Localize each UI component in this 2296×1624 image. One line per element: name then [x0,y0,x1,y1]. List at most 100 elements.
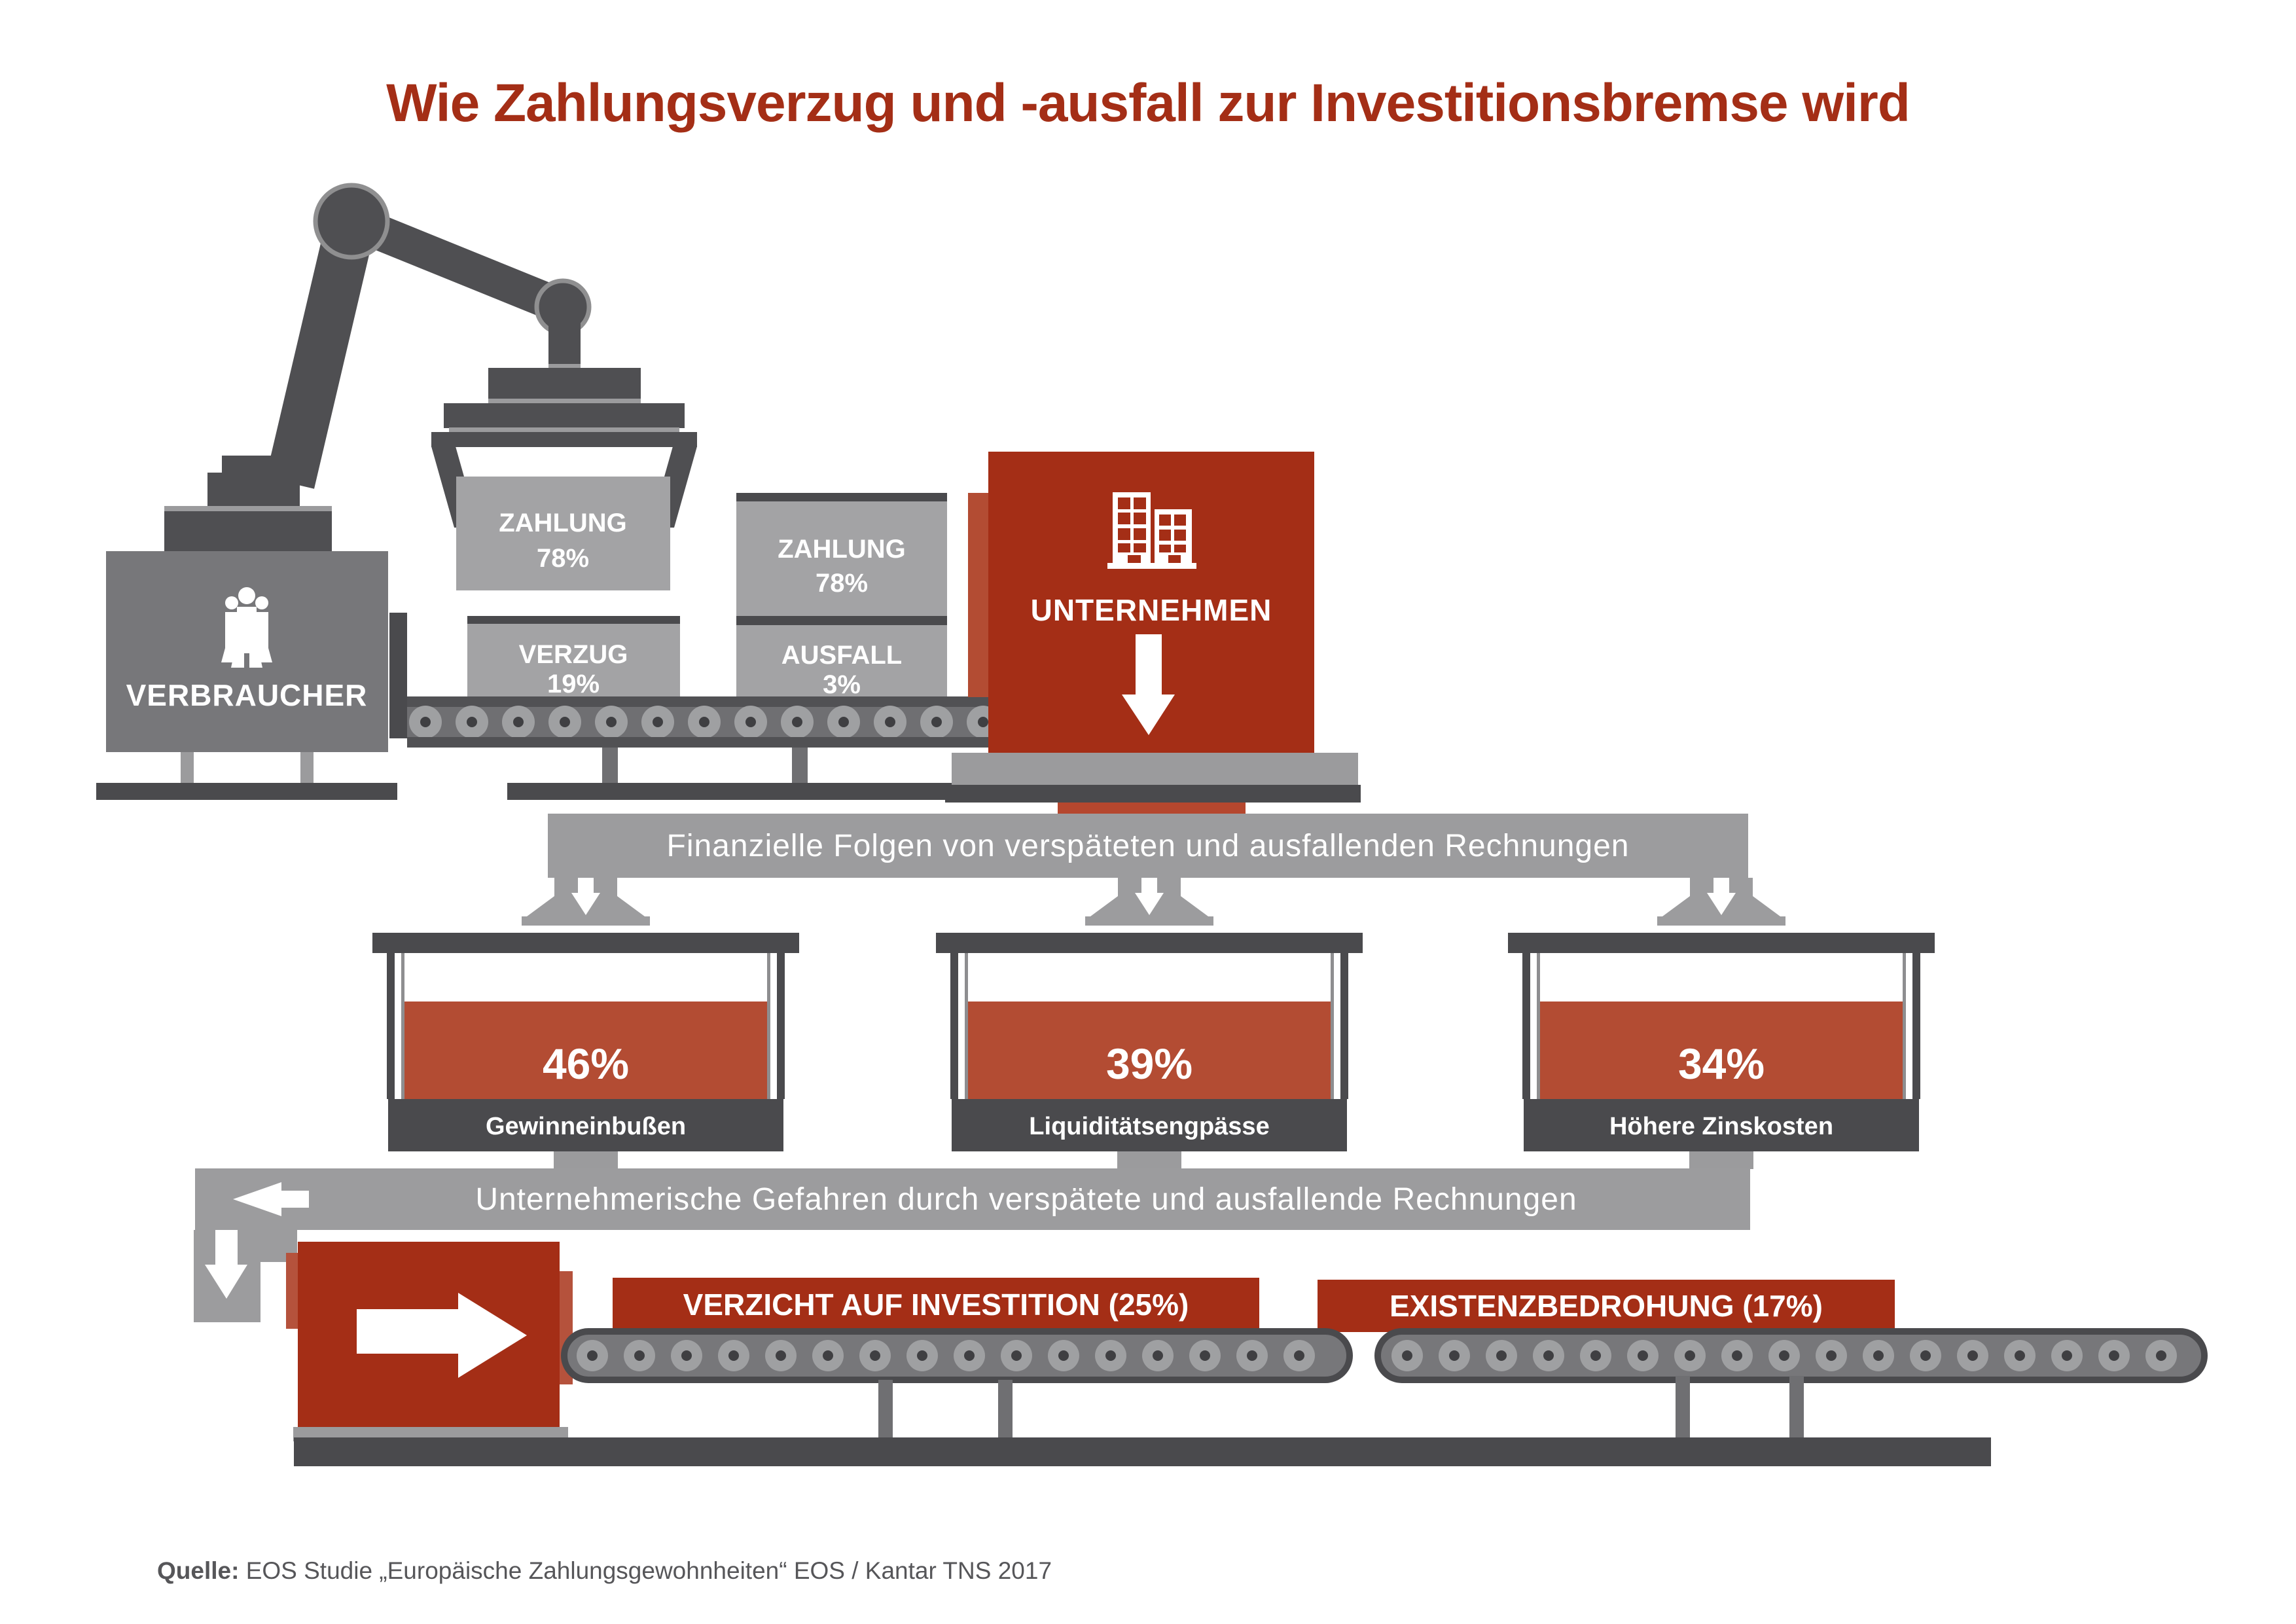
conveyor-top-rollers [409,706,999,738]
outcome-investition: VERZICHT AUF INVESTITION (25%) [613,1278,1259,1332]
box-ausfall-label: AUSFALL [781,641,902,670]
crane-box-value: 78% [537,544,589,573]
page-title: Wie Zahlungsverzug und -ausfall zur Inve… [386,73,1910,133]
conveyor-roller-icon [548,706,581,738]
vat-liquid [404,1001,767,1099]
conveyor-roller-icon [671,1340,702,1371]
left-arrow-icon [233,1182,309,1216]
down-arrow-icon [571,878,600,915]
conveyor-top [389,613,999,800]
conveyor-roller-icon [1142,1340,1174,1371]
conveyor-roller-icon [624,1340,655,1371]
conveyor-roller-icon [1768,1340,1800,1371]
consumer-machine: VERBRAUCHER [96,551,397,800]
conveyor-roller-icon [827,706,860,738]
crane-box-zahlung: ZAHLUNG 78% [456,477,670,590]
funnel-connector [522,878,650,926]
conveyor-roller-icon [595,706,628,738]
output-machine [286,1242,573,1441]
conveyor-roller-icon [1721,1340,1753,1371]
source-text: EOS Studie „Europäische Zahlungsgewohnhe… [239,1557,1052,1584]
banner-risks-label: Unternehmerische Gefahren durch verspäte… [475,1182,1577,1217]
conveyor-roller-icon [2051,1340,2083,1371]
box-verzug: VERZUG 19% [467,616,680,698]
banner-financial: Finanzielle Folgen von verspäteten und a… [548,814,1748,878]
banner-financial-label: Finanzielle Folgen von verspäteten und a… [667,829,1630,863]
conveyor-roller-icon [641,706,674,738]
conveyor-roller-icon [1391,1340,1423,1371]
conveyor-rollers [577,1340,1315,1371]
conveyor-roller-icon [1048,1340,1079,1371]
vat-container [372,933,799,1169]
source-prefix: Quelle: [157,1557,239,1584]
conveyor-roller-icon [2004,1340,2036,1371]
conveyor-roller-icon [906,1340,938,1371]
down-arrow-icon [1707,878,1736,915]
containers [372,933,1935,1169]
conveyor-roller-icon [1580,1340,1611,1371]
conveyor-roller-icon [2145,1340,2177,1371]
conveyor-bottom-left [561,1328,1353,1383]
container-value: 34% [1678,1039,1765,1088]
conveyor-roller-icon [781,706,814,738]
conveyor-roller-icon [718,1340,749,1371]
conveyor-roller-icon [765,1340,797,1371]
funnel-connector [1657,878,1785,926]
vat-liquid [1540,1001,1903,1099]
container-label: Liquiditätsengpässe [1029,1113,1269,1140]
banner-risks: Unternehmerische Gefahren durch verspäte… [194,1168,1750,1322]
building-icon [1107,492,1196,569]
company-label: UNTERNEHMEN [1031,593,1272,627]
conveyor-roller-icon [1674,1340,1706,1371]
outcome-label: VERZICHT AUF INVESTITION (25%) [683,1288,1189,1322]
conveyor-rollers [1391,1340,2177,1371]
vat-base [1524,1099,1919,1151]
vat-container [936,933,1363,1169]
consumer-base [96,783,397,800]
conveyor-roller-icon [409,706,442,738]
down-arrow-icon [1122,634,1175,735]
conveyor-roller-icon [812,1340,844,1371]
vat-base [952,1099,1347,1151]
box-ausfall-value: 3% [823,670,861,699]
outcome-label: EXISTENZBEDROHUNG (17%) [1390,1289,1823,1323]
source-line: Quelle: EOS Studie „Europäische Zahlungs… [157,1557,1052,1584]
right-arrow-icon [357,1293,527,1378]
conveyor-roller-icon [920,706,953,738]
conveyor-roller-icon [456,706,488,738]
box-zahlung-label: ZAHLUNG [778,535,906,564]
container-label: Gewinneinbußen [486,1113,686,1140]
box-verzug-value: 19% [547,670,600,698]
conveyor-roller-icon [874,706,906,738]
robot-arm [164,183,697,552]
conveyor-roller-icon [1627,1340,1659,1371]
conveyor-roller-icon [1236,1340,1268,1371]
conveyor-roller-icon [1095,1340,1126,1371]
container-value: 39% [1106,1039,1193,1088]
conveyor-roller-icon [1283,1340,1315,1371]
conveyor-roller-icon [502,706,535,738]
container-label: Höhere Zinskosten [1609,1113,1833,1140]
conveyor-roller-icon [1910,1340,1941,1371]
conveyor-bottom-legs [878,1376,1804,1439]
conveyor-roller-icon [1533,1340,1564,1371]
conveyor-bottom-right [1374,1328,2208,1383]
box-zahlung-value: 78% [816,569,868,598]
down-arrow-icon [205,1230,247,1299]
conveyor-roller-icon [734,706,767,738]
conveyor-end-wall [389,613,407,738]
conveyor-roller-icon [1816,1340,1847,1371]
crane-box-label: ZAHLUNG [499,509,627,537]
conveyor-roller-icon [1957,1340,1988,1371]
banner-connectors [522,878,1785,926]
vat-base [388,1099,783,1151]
conveyor-roller-icon [688,706,721,738]
box-verzug-label: VERZUG [519,640,628,669]
robot-arm-joint-icon [313,183,390,260]
conveyor-roller-icon [1001,1340,1032,1371]
consumer-label: VERBRAUCHER [126,678,368,712]
conveyor-roller-icon [1486,1340,1517,1371]
vat-container [1508,933,1935,1169]
outcome-existenz: EXISTENZBEDROHUNG (17%) [1318,1280,1895,1332]
